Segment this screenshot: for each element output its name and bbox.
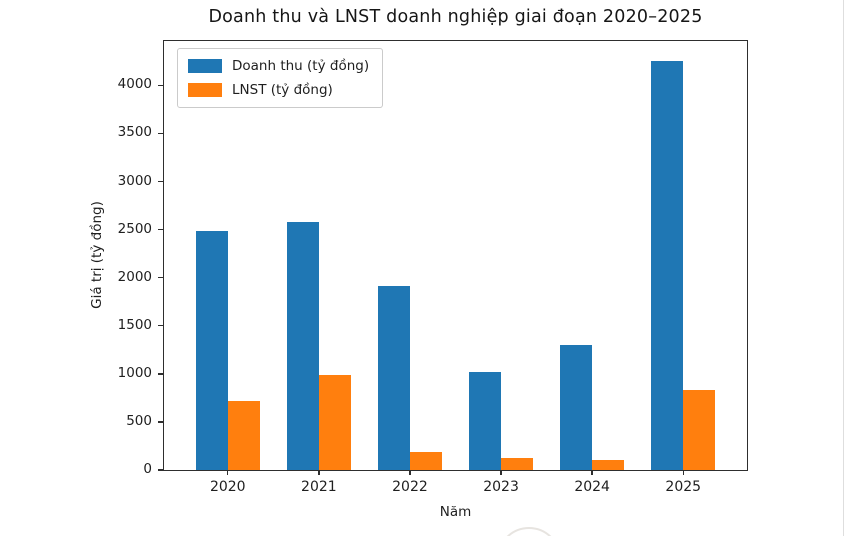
bar-lnst-2021: [318, 374, 351, 470]
legend: Doanh thu (tỷ đồng) LNST (tỷ đồng): [177, 48, 384, 108]
x-axis-tick: [409, 470, 411, 475]
bar-lnst-2025: [683, 390, 716, 470]
y-axis-tick: [158, 469, 163, 471]
legend-color-swatch: [188, 59, 222, 73]
y-tick-label: 0: [143, 461, 152, 477]
x-tick-label: 2023: [483, 479, 519, 495]
y-axis-tick: [158, 132, 163, 135]
x-tick-label: 2021: [301, 479, 337, 495]
bar-doanh-thu-2024: [560, 345, 593, 470]
bar-doanh-thu-2023: [469, 371, 502, 470]
watermark-arc: [497, 527, 561, 536]
legend-label: Doanh thu (tỷ đồng): [232, 58, 370, 74]
x-axis-tick: [227, 470, 229, 475]
x-tick-label: 2020: [209, 479, 246, 495]
legend-item: LNST (tỷ đồng): [188, 82, 369, 98]
y-axis-tick: [158, 277, 163, 279]
y-axis-tick: [158, 84, 163, 87]
y-tick-label: 3500: [117, 124, 152, 141]
y-tick-label: 500: [126, 412, 152, 429]
y-axis-tick: [158, 180, 163, 183]
y-tick-label: 2000: [117, 268, 152, 285]
legend-color-swatch: [188, 83, 222, 97]
y-axis-tick: [158, 421, 163, 423]
y-tick-label: 1500: [117, 316, 152, 333]
x-axis-tick: [591, 470, 593, 475]
y-tick-label: 2500: [117, 220, 152, 237]
y-tick-label: 3000: [117, 172, 152, 189]
legend-item: Doanh thu (tỷ đồng): [188, 58, 369, 74]
bar-doanh-thu-2025: [651, 61, 684, 470]
page-edge-divider: [843, 0, 844, 536]
y-axis-label: Giá trị (tỷ đồng): [89, 201, 105, 309]
bar-doanh-thu-2022: [378, 286, 410, 470]
plot-area: Doanh thu (tỷ đồng) LNST (tỷ đồng) 0 500 10…: [118, 40, 748, 495]
y-tick-label: 1000: [117, 364, 152, 381]
x-tick-label: 2022: [392, 479, 428, 495]
x-axis-label: Năm: [439, 504, 472, 520]
x-axis-tick: [682, 470, 684, 475]
x-tick-label: 2025: [665, 479, 702, 495]
y-tick-label: 4000: [117, 76, 152, 93]
bar-doanh-thu-2020: [195, 230, 228, 470]
bar-lnst-2024: [592, 459, 625, 470]
bar-lnst-2022: [409, 451, 442, 470]
y-axis-tick: [158, 228, 163, 231]
x-axis-tick: [500, 470, 502, 475]
legend-label: LNST (tỷ đồng): [232, 82, 333, 98]
y-axis-tick: [158, 325, 163, 327]
y-axis-tick: [158, 373, 163, 375]
bar-lnst-2020: [227, 400, 260, 470]
chart-title: Doanh thu và LNST doanh nghiệp giai đoạn…: [208, 7, 703, 27]
x-tick-label: 2024: [574, 479, 610, 495]
bar-doanh-thu-2021: [286, 221, 319, 470]
bar-lnst-2023: [501, 458, 533, 470]
x-axis-tick: [318, 470, 320, 475]
